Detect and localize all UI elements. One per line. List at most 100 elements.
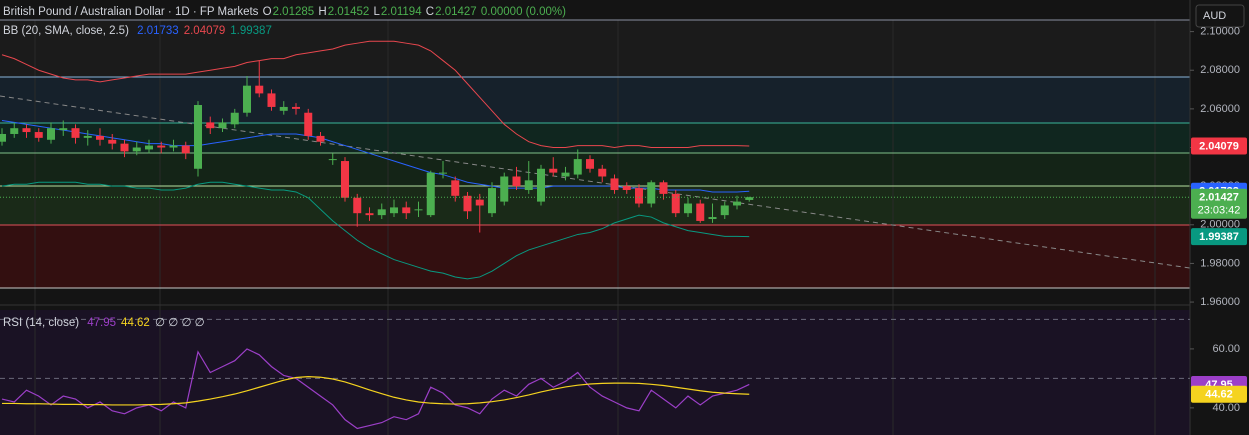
currency: AUD — [1203, 10, 1226, 22]
candle-body — [341, 161, 349, 198]
rsi-line — [2, 376, 750, 406]
y-tick-label: 2.10000 — [1200, 25, 1240, 37]
candle-body — [243, 85, 251, 113]
candle-body — [120, 143, 129, 152]
candle-body — [181, 145, 190, 154]
l-label: L — [373, 6, 380, 18]
legend-value: 2.01733 — [137, 25, 179, 37]
symbol-line: British Pound / Australian Dollar · 1D ·… — [3, 6, 567, 18]
price-badge — [1191, 228, 1247, 246]
candle-body — [463, 195, 472, 212]
candle-body — [512, 176, 521, 187]
candle-body — [206, 122, 215, 129]
candle-body — [475, 199, 484, 206]
symbol: British Pound / Australian Dollar · 1D ·… — [3, 6, 259, 18]
candle-body — [671, 193, 680, 214]
candle-body — [47, 128, 55, 140]
countdown: 23:03:42 — [1198, 205, 1241, 217]
price-badge — [1191, 188, 1247, 219]
candle-body — [279, 106, 288, 111]
legend-value: 1.99387 — [230, 25, 272, 37]
y-tick-label: 2.00000 — [1200, 219, 1240, 231]
price-badge-label: 2.01427 — [1199, 192, 1239, 204]
candle-body — [132, 147, 141, 152]
zone — [0, 77, 1190, 123]
candle-body — [96, 135, 104, 140]
indicator-values: 47.95 44.62 — [83, 317, 151, 329]
candle-body — [194, 105, 202, 169]
y-tick-label: 2.08000 — [1200, 64, 1240, 76]
price-badge-label: 44.62 — [1205, 389, 1233, 401]
candle-body — [720, 205, 729, 216]
candle-body — [365, 213, 374, 216]
rsi-legend: RSI (14, close) 47.95 44.62 ∅ ∅ ∅ ∅ — [3, 315, 206, 329]
c-label: C — [425, 6, 435, 18]
band-line — [1, 40, 750, 149]
price-badge-label: 2.04079 — [1199, 140, 1239, 152]
zone — [0, 225, 1190, 288]
candle-body — [573, 159, 582, 175]
rsi-line — [1, 348, 750, 430]
candle-body — [157, 145, 166, 148]
zone — [0, 153, 1190, 186]
price-badge-label: 1.99387 — [1199, 231, 1239, 243]
candle-body — [561, 172, 570, 177]
candle-body — [390, 207, 398, 214]
candle-body — [537, 168, 545, 202]
y-tick-label: 1.98000 — [1200, 257, 1240, 269]
price-badge — [1191, 137, 1247, 155]
candle-body — [708, 217, 717, 219]
candle-body — [439, 172, 447, 174]
change: 0.00000 (0.00%) — [480, 6, 566, 18]
candle-body — [659, 182, 668, 194]
candle-body — [610, 178, 619, 191]
legend-value: 44.62 — [121, 317, 150, 329]
candle-body — [549, 168, 558, 173]
candle-body — [488, 188, 496, 214]
candle-body — [34, 132, 43, 138]
open-value: 2.01285 — [272, 6, 315, 18]
o-label: O — [262, 6, 272, 18]
y-tick-label: 60.00 — [1212, 343, 1240, 355]
candle-body — [524, 180, 533, 191]
candle-body — [316, 135, 325, 142]
bb-legend: BB (20, SMA, close, 2.5) 2.01733 2.04079 1… — [3, 25, 274, 37]
y-tick-label: 2.06000 — [1200, 103, 1240, 115]
candle-body — [414, 209, 423, 211]
candle-body — [635, 188, 643, 204]
price-badge — [1191, 385, 1247, 403]
candle-body — [451, 180, 460, 196]
close-value: 2.01427 — [435, 6, 477, 18]
candle-body — [647, 182, 656, 204]
candle-body — [426, 172, 435, 216]
indicator: BB (20, SMA, close, 2.5) — [3, 25, 129, 37]
v-grid — [34, 20, 1156, 435]
candle-body — [622, 186, 631, 191]
candle-body — [733, 201, 741, 206]
candle-body — [402, 207, 411, 214]
candle-body — [108, 139, 117, 144]
candle-body — [292, 106, 300, 109]
candle-body — [377, 209, 386, 216]
candle-body — [598, 168, 607, 177]
band-line — [1, 181, 750, 280]
y-tick-label: 1.96000 — [1200, 296, 1240, 308]
candle-body — [586, 159, 594, 169]
candle-body — [353, 197, 362, 214]
low-value: 2.01194 — [380, 6, 422, 18]
high-value: 2.01452 — [327, 6, 370, 18]
candle-body — [255, 85, 264, 94]
candle-body — [10, 128, 19, 134]
candle-body — [218, 122, 227, 129]
candle-body — [145, 145, 153, 150]
candle-body — [0, 133, 6, 142]
candle-body — [500, 176, 509, 202]
candle-body — [745, 197, 754, 200]
candle-body — [59, 128, 68, 131]
candle-body — [696, 203, 705, 221]
h-label: H — [318, 6, 327, 18]
zone — [0, 123, 1190, 153]
legend-value: 47.95 — [87, 317, 117, 329]
